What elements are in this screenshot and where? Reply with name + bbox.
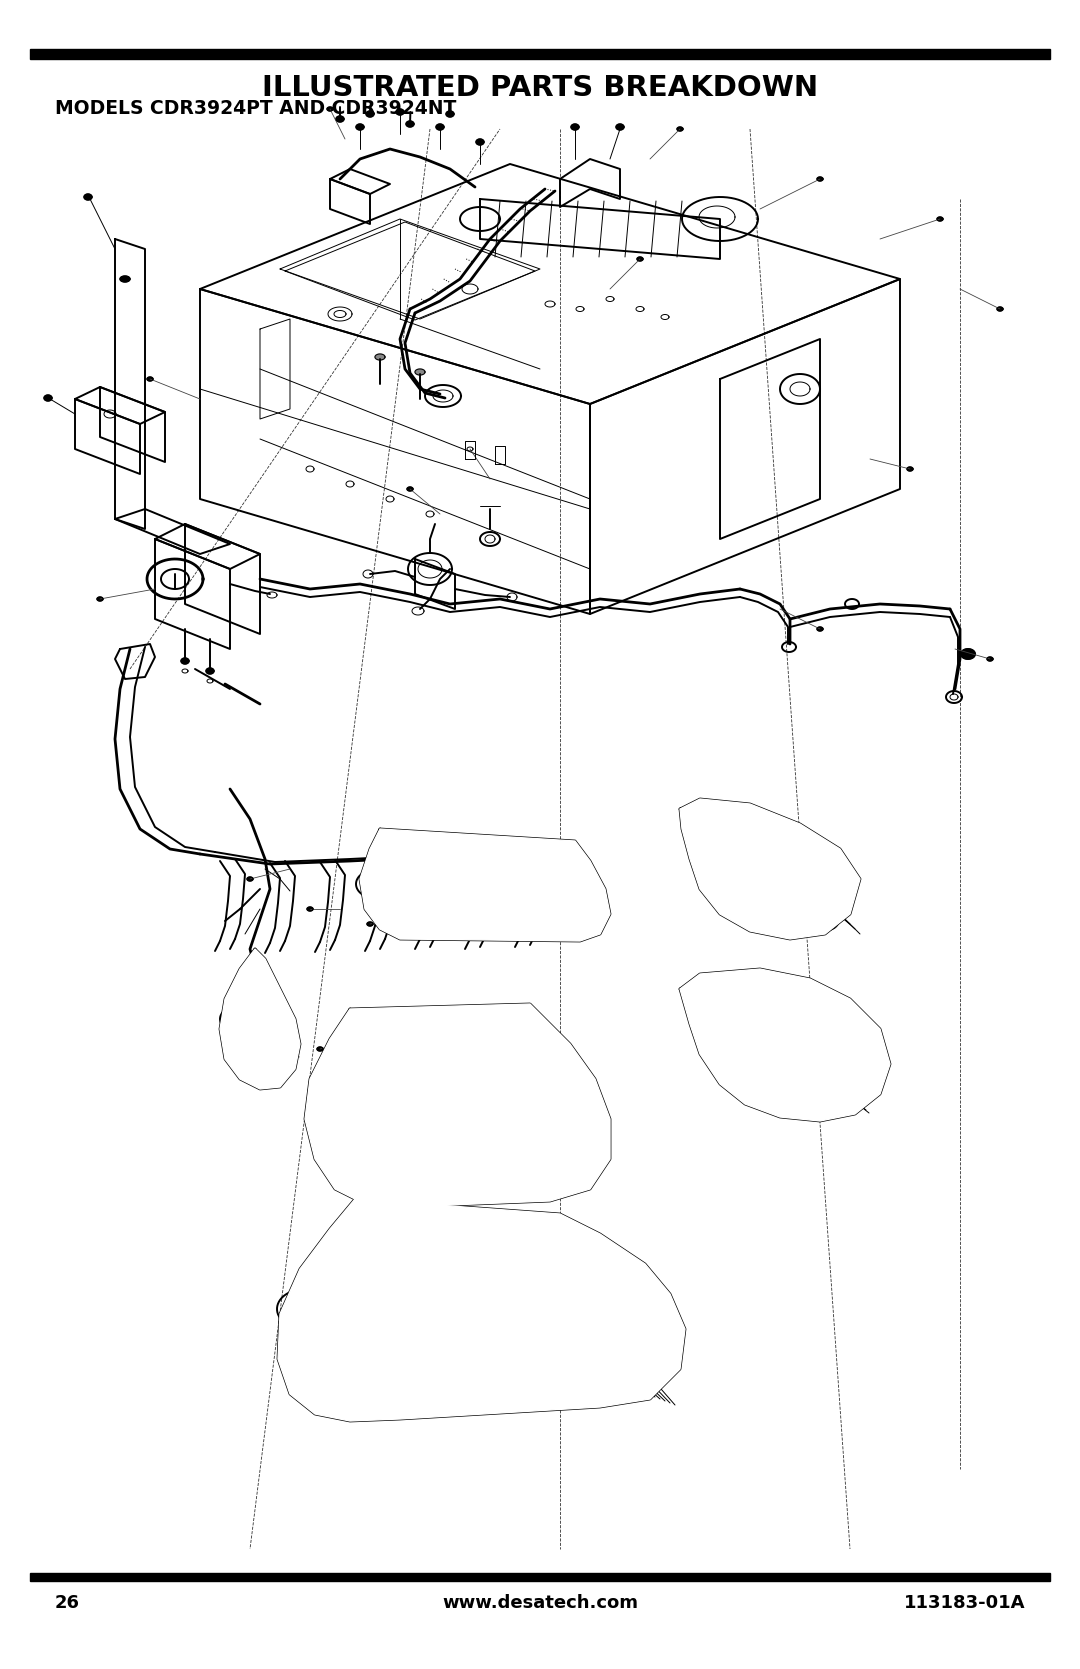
- Polygon shape: [84, 194, 92, 200]
- Text: 113183-01A: 113183-01A: [904, 1594, 1025, 1612]
- Polygon shape: [360, 829, 610, 941]
- Polygon shape: [677, 127, 683, 130]
- Polygon shape: [561, 159, 620, 207]
- Polygon shape: [720, 339, 820, 539]
- Polygon shape: [366, 112, 374, 117]
- Polygon shape: [465, 441, 475, 459]
- Polygon shape: [460, 207, 500, 230]
- Polygon shape: [406, 120, 414, 127]
- Polygon shape: [447, 1337, 453, 1340]
- Polygon shape: [467, 447, 473, 451]
- Polygon shape: [336, 117, 345, 122]
- Polygon shape: [426, 386, 461, 407]
- Polygon shape: [845, 599, 859, 609]
- Polygon shape: [616, 124, 624, 130]
- Polygon shape: [407, 487, 413, 491]
- Polygon shape: [480, 199, 720, 259]
- Polygon shape: [816, 628, 823, 631]
- Polygon shape: [200, 164, 900, 404]
- Polygon shape: [680, 970, 890, 1122]
- Polygon shape: [375, 354, 384, 361]
- Polygon shape: [147, 377, 153, 381]
- Polygon shape: [816, 177, 823, 180]
- Polygon shape: [571, 124, 579, 130]
- Polygon shape: [637, 257, 643, 260]
- Bar: [30, 48, 1050, 58]
- Polygon shape: [590, 279, 900, 614]
- Polygon shape: [847, 886, 853, 891]
- Polygon shape: [797, 1026, 804, 1031]
- Polygon shape: [278, 1198, 685, 1420]
- Polygon shape: [114, 239, 145, 529]
- Text: 26: 26: [55, 1594, 80, 1612]
- Polygon shape: [946, 691, 962, 703]
- Polygon shape: [318, 1046, 323, 1051]
- Polygon shape: [44, 396, 52, 401]
- Polygon shape: [408, 552, 453, 586]
- Polygon shape: [114, 509, 230, 554]
- Polygon shape: [147, 559, 203, 599]
- Polygon shape: [220, 950, 300, 1088]
- Bar: [30, 1572, 1050, 1581]
- Polygon shape: [120, 275, 130, 282]
- Polygon shape: [181, 658, 189, 664]
- Polygon shape: [436, 124, 444, 130]
- Polygon shape: [427, 926, 433, 931]
- Polygon shape: [446, 112, 454, 117]
- Polygon shape: [327, 107, 333, 112]
- Polygon shape: [415, 559, 455, 609]
- Polygon shape: [476, 139, 484, 145]
- Polygon shape: [937, 217, 943, 220]
- Text: MODELS CDR3924PT AND CDR3924NT: MODELS CDR3924PT AND CDR3924NT: [55, 98, 457, 118]
- Polygon shape: [75, 399, 140, 474]
- Polygon shape: [97, 598, 103, 601]
- Polygon shape: [517, 906, 523, 911]
- Polygon shape: [480, 532, 500, 546]
- Polygon shape: [396, 108, 404, 115]
- Polygon shape: [415, 369, 426, 376]
- Polygon shape: [247, 876, 253, 881]
- Polygon shape: [75, 387, 165, 424]
- Text: www.desatech.com: www.desatech.com: [442, 1594, 638, 1612]
- Polygon shape: [680, 799, 860, 940]
- Polygon shape: [997, 307, 1003, 310]
- Polygon shape: [100, 387, 165, 462]
- Polygon shape: [156, 524, 260, 569]
- Polygon shape: [305, 1005, 610, 1207]
- Polygon shape: [427, 1127, 433, 1132]
- Polygon shape: [907, 467, 913, 471]
- Polygon shape: [780, 374, 820, 404]
- Polygon shape: [156, 539, 230, 649]
- Polygon shape: [367, 921, 373, 926]
- Polygon shape: [330, 169, 390, 194]
- Polygon shape: [495, 446, 505, 464]
- Polygon shape: [114, 644, 156, 679]
- Polygon shape: [206, 668, 214, 674]
- Polygon shape: [200, 289, 590, 614]
- Polygon shape: [185, 524, 260, 634]
- Polygon shape: [356, 124, 364, 130]
- Polygon shape: [987, 658, 993, 661]
- Text: ILLUSTRATED PARTS BREAKDOWN: ILLUSTRATED PARTS BREAKDOWN: [262, 73, 818, 102]
- Polygon shape: [307, 906, 313, 911]
- Polygon shape: [330, 179, 370, 224]
- Polygon shape: [961, 649, 975, 659]
